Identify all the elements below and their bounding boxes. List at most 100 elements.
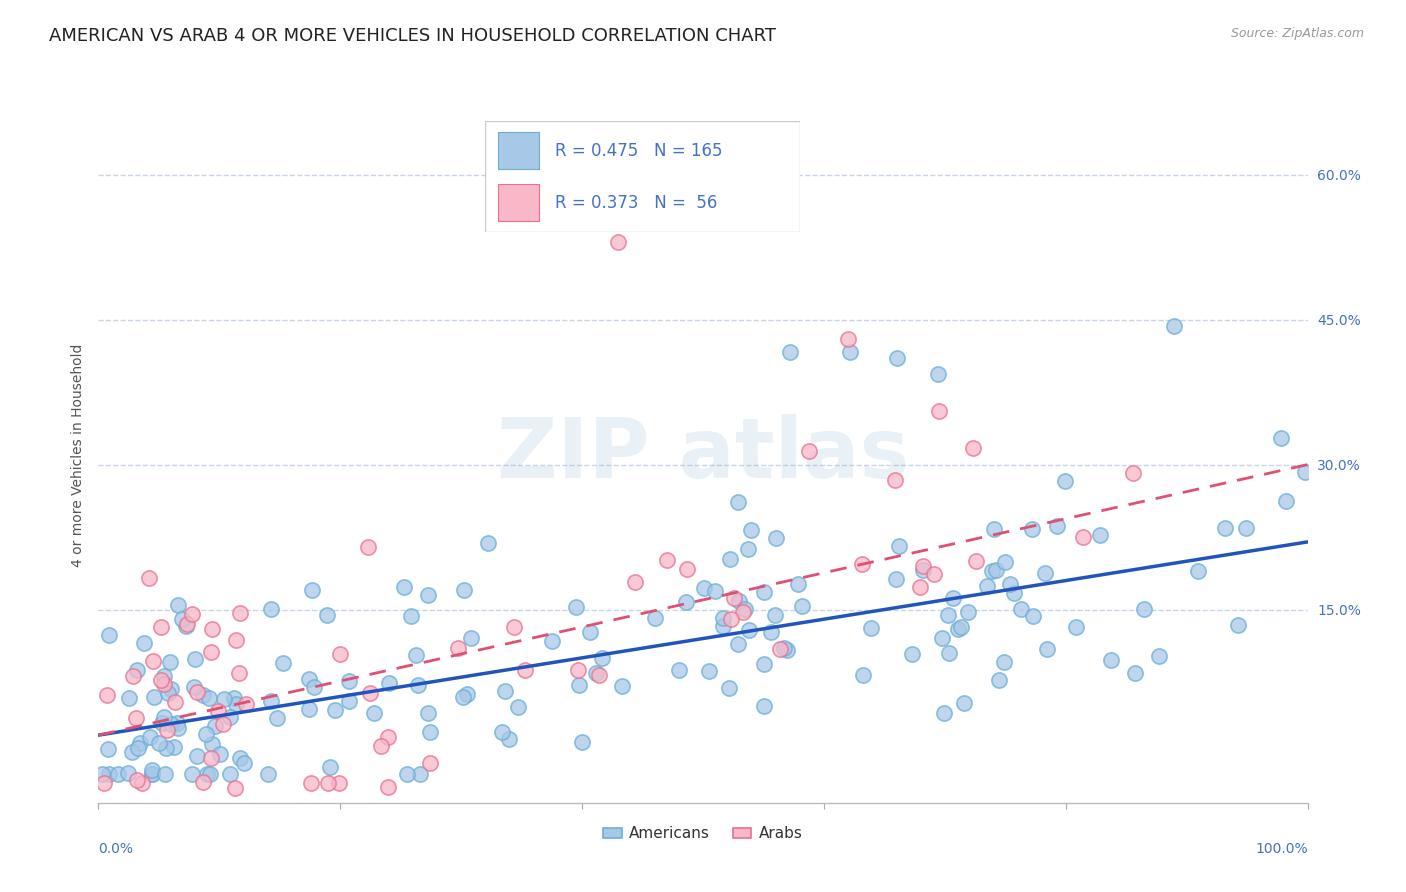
Point	[495, 684, 517, 698]
Point	[160, 716, 183, 731]
Point	[752, 699, 775, 714]
Point	[675, 595, 697, 609]
Point	[117, 766, 139, 780]
Point	[697, 664, 720, 678]
Point	[138, 571, 160, 585]
Point	[406, 678, 429, 692]
Point	[1036, 641, 1059, 656]
Point	[491, 724, 513, 739]
Point	[184, 652, 207, 666]
Point	[886, 351, 908, 366]
Point	[416, 588, 439, 602]
Point	[149, 619, 172, 633]
Point	[883, 473, 905, 487]
Point	[1088, 527, 1111, 541]
Point	[704, 584, 727, 599]
Point	[738, 623, 761, 637]
Point	[1002, 586, 1025, 600]
Point	[122, 669, 145, 683]
Point	[851, 558, 873, 572]
Point	[591, 651, 613, 665]
Point	[153, 669, 176, 683]
Point	[208, 747, 231, 761]
Point	[211, 716, 233, 731]
Point	[911, 559, 934, 574]
Point	[1163, 318, 1185, 333]
Point	[319, 759, 342, 773]
Point	[668, 663, 690, 677]
Point	[588, 668, 610, 682]
Point	[1270, 431, 1292, 445]
Y-axis label: 4 or more Vehicles in Household: 4 or more Vehicles in Household	[70, 343, 84, 566]
Point	[676, 562, 699, 576]
Point	[318, 776, 340, 790]
Point	[1064, 620, 1087, 634]
Point	[98, 628, 121, 642]
Point	[451, 690, 474, 704]
Point	[170, 612, 193, 626]
Point	[769, 641, 792, 656]
Point	[378, 676, 401, 690]
Point	[195, 767, 218, 781]
Point	[723, 591, 745, 606]
Point	[377, 780, 399, 795]
Point	[200, 645, 222, 659]
Point	[1294, 466, 1316, 480]
Point	[186, 748, 208, 763]
Point	[127, 663, 149, 677]
Legend: Americans, Arabs: Americans, Arabs	[598, 820, 808, 847]
Point	[142, 690, 165, 704]
Point	[506, 700, 529, 714]
Point	[779, 345, 801, 359]
Point	[357, 540, 380, 554]
Point	[302, 680, 325, 694]
Point	[329, 647, 352, 661]
Point	[931, 631, 953, 645]
Point	[219, 709, 242, 723]
Point	[141, 654, 163, 668]
Point	[266, 711, 288, 725]
Point	[763, 607, 786, 622]
Point	[93, 776, 115, 790]
Point	[731, 606, 754, 620]
Point	[181, 767, 204, 781]
Point	[323, 703, 346, 717]
Point	[453, 582, 475, 597]
Point	[155, 723, 177, 737]
Point	[419, 725, 441, 739]
Point	[1147, 648, 1170, 663]
Point	[740, 523, 762, 537]
Point	[419, 756, 441, 771]
Point	[962, 441, 984, 455]
Point	[950, 620, 973, 634]
Point	[198, 767, 221, 781]
Point	[129, 735, 152, 749]
Point	[337, 673, 360, 688]
Point	[1046, 519, 1069, 533]
Point	[257, 767, 280, 781]
Point	[787, 577, 810, 591]
Point	[956, 606, 979, 620]
Point	[456, 687, 478, 701]
Point	[195, 727, 218, 741]
Point	[839, 344, 862, 359]
Text: Source: ZipAtlas.com: Source: ZipAtlas.com	[1230, 27, 1364, 40]
Point	[720, 611, 742, 625]
Point	[204, 719, 226, 733]
Point	[728, 594, 751, 608]
Point	[405, 648, 427, 663]
Point	[160, 681, 183, 696]
Point	[718, 552, 741, 566]
Text: 0.0%: 0.0%	[98, 842, 134, 855]
Point	[260, 694, 283, 708]
Point	[127, 773, 149, 788]
Point	[225, 632, 247, 647]
Point	[610, 679, 633, 693]
Point	[174, 618, 197, 632]
Point	[176, 617, 198, 632]
Point	[998, 577, 1021, 591]
Point	[765, 531, 787, 545]
Point	[1226, 618, 1249, 632]
Text: 100.0%: 100.0%	[1256, 842, 1308, 855]
Point	[392, 580, 415, 594]
